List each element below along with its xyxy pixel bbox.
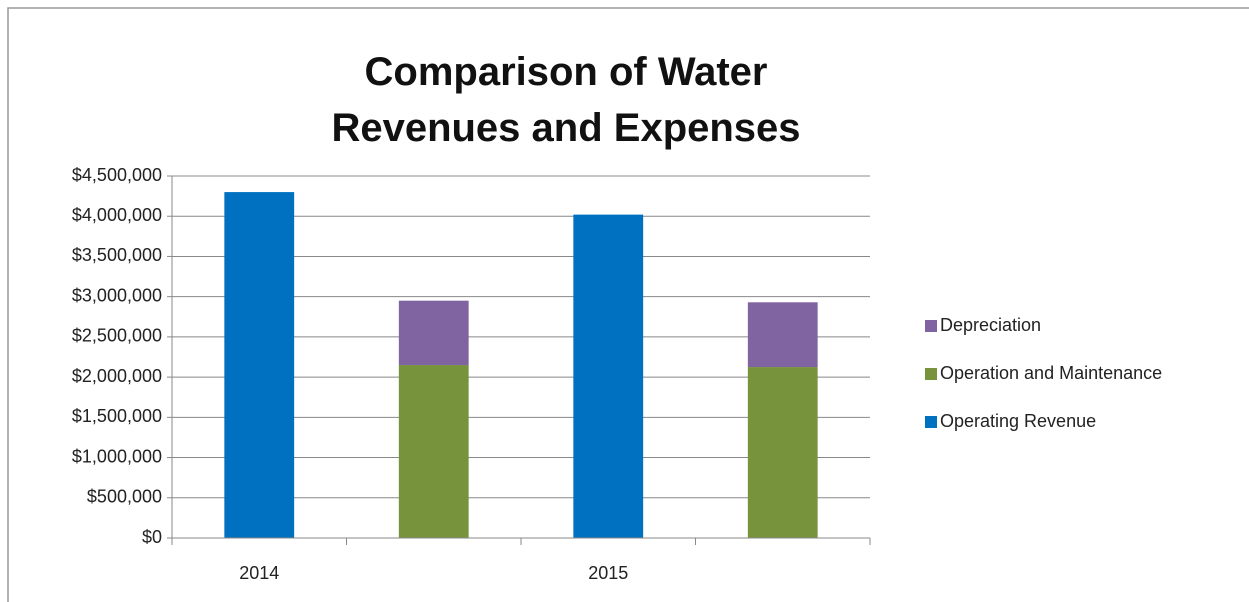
x-tick-label: 2014	[239, 563, 279, 583]
x-tick-label: 2015	[588, 563, 628, 583]
bar-segment	[398, 300, 469, 366]
bar-segment	[573, 214, 644, 538]
legend-label: Operating Revenue	[940, 411, 1096, 431]
y-tick-label: $3,000,000	[72, 285, 162, 305]
legend-label: Operation and Maintenance	[940, 363, 1162, 383]
y-tick-label: $500,000	[87, 487, 162, 507]
bar-segment	[747, 367, 818, 538]
y-tick-label: $0	[142, 527, 162, 547]
y-tick-label: $1,500,000	[72, 406, 162, 426]
legend-label: Depreciation	[940, 315, 1041, 335]
legend-swatch	[925, 368, 937, 380]
bar-segment	[747, 302, 818, 368]
y-tick-label: $2,500,000	[72, 326, 162, 346]
chart-title: Comparison of Water Revenues and Expense…	[331, 50, 801, 150]
y-tick-label: $4,500,000	[72, 165, 162, 185]
y-tick-label: $3,500,000	[72, 245, 162, 265]
legend-swatch	[925, 416, 937, 428]
legend-swatch	[925, 320, 937, 332]
chart-frame	[7, 7, 1249, 602]
y-tick-label: $2,000,000	[72, 366, 162, 386]
y-tick-label: $4,000,000	[72, 205, 162, 225]
bar-segment	[398, 365, 469, 538]
y-tick-label: $1,000,000	[72, 446, 162, 466]
bar-segment	[224, 192, 295, 539]
